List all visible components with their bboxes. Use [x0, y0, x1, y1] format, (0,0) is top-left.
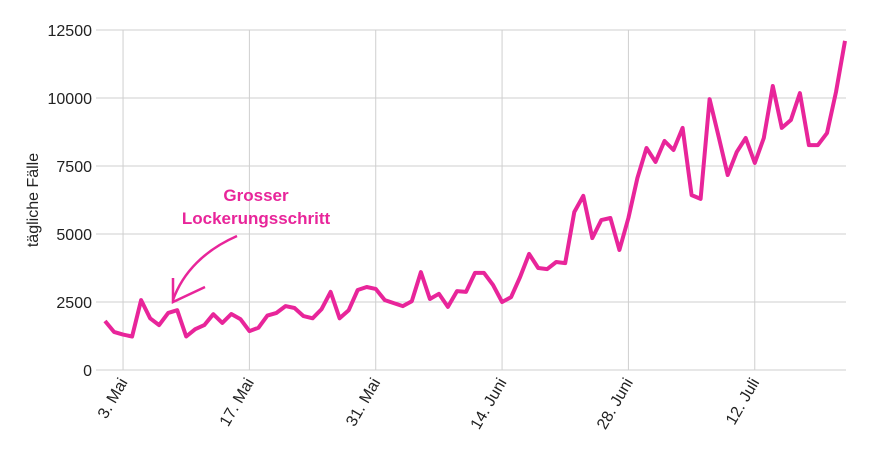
- y-tick-label: 7500: [56, 159, 92, 176]
- y-axis-title: tägliche Fälle: [25, 153, 42, 247]
- x-tick-label: 12. Juli: [723, 376, 763, 428]
- data-line: [103, 40, 847, 339]
- annotation-line: Grosser: [223, 186, 289, 205]
- y-tick-label: 12500: [48, 23, 93, 40]
- y-tick-label: 2500: [56, 295, 92, 312]
- annotation-arrow: [171, 234, 238, 301]
- x-tick-label: 3. Mai: [95, 376, 132, 422]
- annotation-arrowhead: [171, 278, 206, 304]
- x-tick-label: 14. Juni: [468, 376, 511, 433]
- x-tick-label: 31. Mai: [343, 376, 384, 430]
- annotation-line: Lockerungsschritt: [182, 209, 331, 228]
- y-tick-label: 5000: [56, 227, 92, 244]
- y-tick-label: 0: [83, 363, 92, 380]
- x-tick-label: 17. Mai: [217, 376, 258, 430]
- y-tick-label: 10000: [48, 91, 93, 108]
- x-tick-label: 28. Juni: [594, 376, 637, 433]
